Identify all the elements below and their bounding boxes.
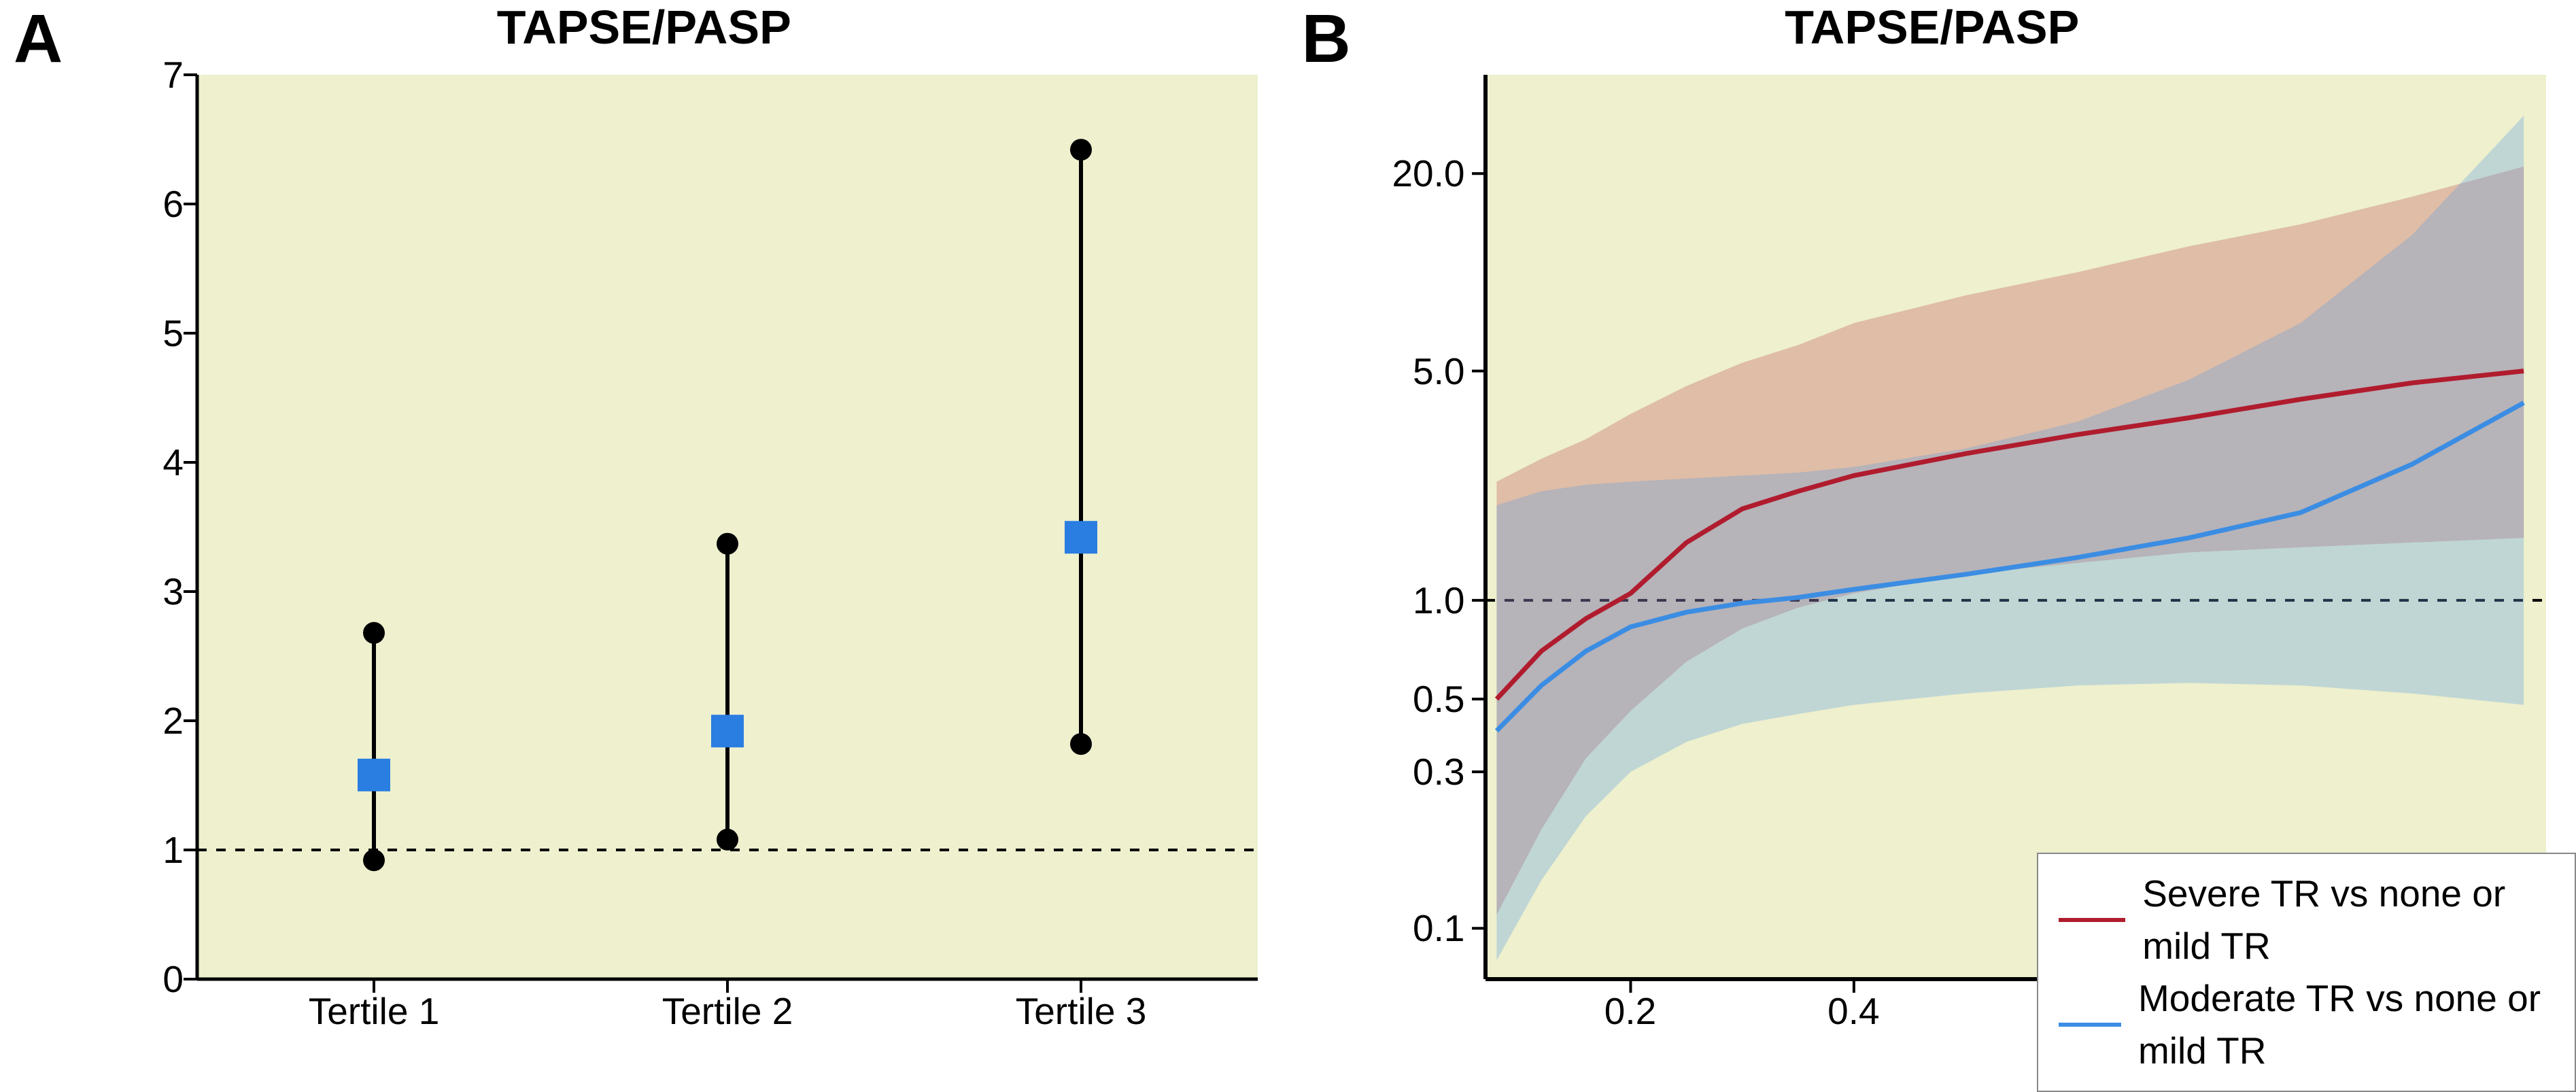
panel-a: A TAPSE/PASP Adjusted hazard ratio Terti… bbox=[0, 0, 1288, 1069]
panel-b-ytick: 0.3 bbox=[1390, 750, 1465, 794]
panel-a-ytick: 6 bbox=[109, 182, 184, 226]
figure: A TAPSE/PASP Adjusted hazard ratio Terti… bbox=[0, 0, 2576, 1069]
panel-b-ytick: 1.0 bbox=[1390, 579, 1465, 622]
panel-a-xtick: Tertile 1 bbox=[309, 989, 440, 1033]
panel-a-ytick: 0 bbox=[109, 957, 184, 1001]
legend-label: Moderate TR vs none or mild TR bbox=[2138, 972, 2554, 1077]
legend-item: Moderate TR vs none or mild TR bbox=[2059, 972, 2554, 1077]
panel-b-legend: Severe TR vs none or mild TRModerate TR … bbox=[2037, 853, 2576, 1092]
panel-b-xtick: 0.4 bbox=[1827, 989, 1879, 1033]
panel-a-xtick: Tertile 2 bbox=[662, 989, 793, 1033]
panel-b-xtick: 0.2 bbox=[1604, 989, 1656, 1033]
panel-a-xtick: Tertile 3 bbox=[1016, 989, 1147, 1033]
panel-a-ytick: 4 bbox=[109, 441, 184, 484]
panel-a-ytick: 5 bbox=[109, 311, 184, 355]
panel-b-ytick: 20.0 bbox=[1390, 152, 1465, 195]
panel-a-ytick: 1 bbox=[109, 828, 184, 872]
legend-item: Severe TR vs none or mild TR bbox=[2059, 868, 2554, 972]
panel-a-title: TAPSE/PASP bbox=[0, 0, 1288, 54]
panel-a-ytick: 3 bbox=[109, 570, 184, 613]
legend-label: Severe TR vs none or mild TR bbox=[2142, 868, 2554, 972]
panel-b-plot bbox=[1486, 75, 2546, 979]
panel-b-ytick: 0.1 bbox=[1390, 906, 1465, 950]
panel-b-title: TAPSE/PASP bbox=[1288, 0, 2576, 54]
legend-swatch bbox=[2059, 1023, 2121, 1027]
panel-b-ytick: 0.5 bbox=[1390, 677, 1465, 721]
panel-a-ytick: 2 bbox=[109, 699, 184, 743]
legend-swatch bbox=[2059, 918, 2126, 922]
panel-b-ytick: 5.0 bbox=[1390, 349, 1465, 393]
panel-a-plot bbox=[197, 75, 1258, 979]
panel-a-ytick: 7 bbox=[109, 53, 184, 97]
panel-b: B TAPSE/PASP Log for hazard ratio 0.20.4… bbox=[1288, 0, 2576, 1069]
